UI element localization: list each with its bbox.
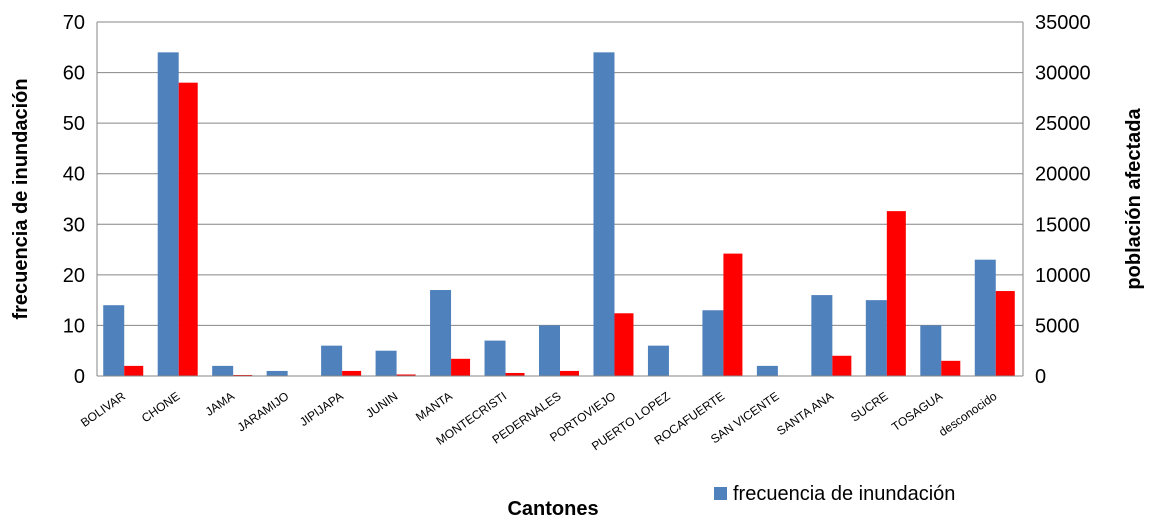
bar-poblacion [723,253,743,376]
y2-tick-label: 25000 [1035,113,1091,135]
bar-poblacion [233,374,253,376]
legend: frecuencia de inundación [714,483,955,505]
gridlines [97,21,1023,326]
bar-frecuencia [593,52,615,376]
y-tick-label: 40 [63,164,85,186]
bar-poblacion [560,370,579,376]
category-label: desconocido [936,389,999,439]
y-tick-label: 50 [63,113,85,135]
y2-tick-label: 5000 [1035,315,1080,337]
bar-frecuencia [430,290,452,376]
y2-tick-label: 10000 [1035,265,1091,287]
y-tick-label: 60 [63,63,85,85]
bar-frecuencia [157,52,179,376]
y2-tick-label: 35000 [1035,12,1091,34]
bar-frecuencia [103,305,125,376]
bar-frecuencia [647,345,669,376]
bar-frecuencia [811,295,833,376]
category-label: JUNIN [363,389,400,421]
y-tick-label: 0 [74,366,85,388]
legend-swatch-frecuencia [714,487,727,500]
bar-frecuencia [865,300,887,376]
y2-tick-label: 0 [1035,366,1046,388]
y2-tick-label: 30000 [1035,63,1091,85]
axes [96,22,1024,377]
category-label: JARAMIJO [235,389,292,435]
bar-frecuencia [375,350,397,376]
bar-poblacion [886,211,906,376]
bar-frecuencia [920,325,942,376]
bar-frecuencia [974,259,996,376]
category-label: JAMA [203,389,237,419]
bar-frecuencia [212,365,234,376]
x-axis-title: Cantones [507,498,598,520]
bar-frecuencia [484,340,506,376]
bar-frecuencia [756,365,778,376]
category-label: CHONE [139,389,183,425]
bar-frecuencia [321,345,343,376]
y-axis-title: frecuencia de inundación [10,78,32,319]
bar-poblacion [396,374,416,376]
bar-poblacion [124,365,144,376]
category-label: SANTA ANA [774,389,836,438]
y-tick-label: 70 [63,12,85,34]
category-label: MANTA [413,389,455,424]
y-tick-label: 20 [63,265,85,287]
y-tick-label: 30 [63,214,85,236]
bar-poblacion [832,355,852,376]
legend-label-frecuencia: frecuencia de inundación [733,483,955,505]
bar-poblacion [451,358,471,376]
y2-tick-label: 15000 [1035,214,1091,236]
bar-frecuencia [702,310,724,376]
bar-frecuencia [266,370,288,376]
bar-poblacion [995,291,1015,376]
category-label: JIPIJAPA [297,389,346,429]
bar-poblacion [614,313,634,376]
bar-poblacion [178,82,198,376]
left-tick-labels: 0 10 20 30 40 50 60 70 [63,12,85,388]
y2-axis-title: población afectada [1123,108,1145,290]
y2-tick-label: 20000 [1035,164,1091,186]
right-tick-labels: 0 5000 10000 15000 20000 25000 30000 35000 [1035,12,1091,388]
bar-frecuencia [539,325,560,376]
bar-poblacion [941,360,961,376]
bar-poblacion [342,370,362,376]
y-tick-label: 10 [63,315,85,337]
category-label: BOLIVAR [78,389,128,430]
bars-group [103,52,1015,376]
bar-poblacion [505,372,525,376]
category-label: SUCRE [848,389,890,425]
